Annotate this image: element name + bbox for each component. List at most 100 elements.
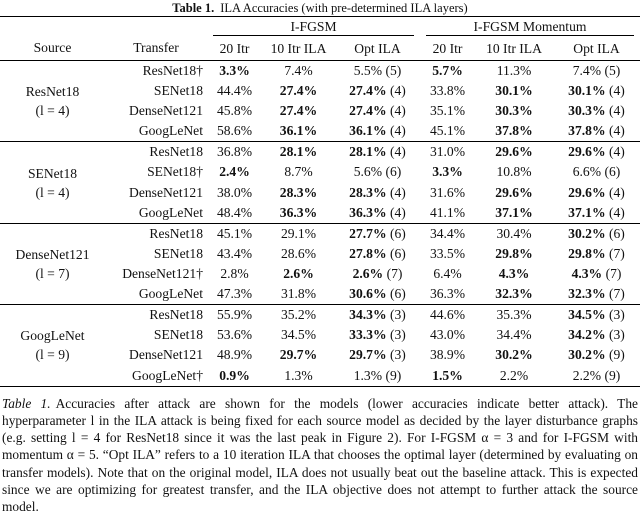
accuracy-value: 29.6%: [568, 184, 606, 200]
accuracy-cell: 30.2%: [475, 345, 553, 365]
accuracy-value: 2.6%: [283, 266, 314, 282]
source-name: DenseNet121: [15, 246, 90, 262]
accuracy-cell: 41.1%: [420, 203, 475, 223]
source-name: GoogLeNet: [20, 328, 85, 344]
header-group: I-FGSM: [207, 17, 420, 39]
accuracy-value: 28.1%: [349, 144, 387, 160]
accuracy-cell: 44.4%: [207, 81, 262, 101]
accuracy-cell: 43.0%: [420, 325, 475, 345]
accuracy-value: 35.3%: [496, 307, 532, 323]
transfer-cell: DenseNet121: [129, 347, 203, 363]
transfer-cell: DenseNet121: [129, 103, 203, 119]
opt-layer: (6): [389, 286, 406, 302]
accuracy-value: 30.1%: [568, 83, 606, 99]
column-header: 10 Itr ILA: [475, 38, 553, 61]
opt-layer: (6): [389, 225, 406, 241]
accuracy-cell: 28.1%: [262, 141, 335, 163]
accuracy-cell: 28.6%: [262, 244, 335, 264]
accuracy-cell: 5.5% (5): [335, 59, 420, 81]
source-layer: (l = 4): [35, 184, 70, 200]
accuracy-value: 30.2%: [495, 347, 533, 363]
opt-layer: (7): [386, 266, 403, 282]
accuracy-cell: 35.2%: [262, 304, 335, 325]
transfer-cell: ResNet18: [105, 141, 207, 163]
accuracy-value: 34.5%: [568, 307, 606, 323]
accuracy-cell: 43.4%: [207, 244, 262, 264]
accuracy-cell: 34.5%: [262, 325, 335, 345]
transfer-cell: GoogLeNet: [138, 286, 203, 302]
accuracy-cell: 36.3%: [262, 203, 335, 223]
opt-layer: (6): [389, 245, 406, 261]
accuracy-cell: 27.8% (6): [335, 244, 420, 264]
accuracy-value: 6.4%: [433, 266, 462, 282]
accuracy-cell: 6.4%: [420, 264, 475, 284]
accuracy-cell: 30.3% (4): [553, 101, 640, 121]
accuracy-cell: 30.6% (6): [335, 284, 420, 304]
table-row: SENet18† 2.4% 8.7% 5.6% (6) 3.3% 10.8% 6.6% (6…: [0, 162, 640, 182]
caption-text: Accuracies after attack are shown for th…: [2, 395, 638, 515]
opt-layer: (3): [608, 307, 625, 323]
opt-layer: (4): [389, 144, 406, 160]
accuracy-value: 45.1%: [216, 225, 253, 241]
accuracy-value: 32.3%: [568, 286, 606, 302]
accuracy-cell: 27.4% (4): [335, 101, 420, 121]
accuracy-value: 2.8%: [220, 266, 249, 282]
accuracy-value: 28.3%: [349, 184, 387, 200]
opt-layer: (4): [608, 204, 625, 220]
accuracy-cell: 6.6% (6): [553, 162, 640, 182]
accuracy-value: 35.1%: [429, 103, 466, 119]
opt-layer: (4): [389, 184, 406, 200]
accuracy-value: 27.4%: [349, 83, 387, 99]
source-cell: SENet18 (l = 4): [0, 141, 105, 224]
accuracy-value: 30.1%: [495, 83, 533, 99]
accuracy-value: 34.2%: [568, 327, 606, 343]
accuracy-value: 2.4%: [219, 164, 250, 180]
accuracy-value: 28.3%: [279, 184, 318, 200]
transfer-cell: SENet18†: [147, 164, 203, 180]
transfer-cell: SENet18: [153, 327, 203, 343]
accuracy-value: 28.1%: [279, 144, 318, 160]
accuracy-cell: 47.3%: [207, 284, 262, 304]
accuracy-cell: 33.3% (3): [335, 325, 420, 345]
source-name: ResNet18: [25, 84, 80, 100]
accuracy-value: 36.3%: [349, 204, 387, 220]
accuracy-cell: 4.3% (7): [553, 264, 640, 284]
accuracy-cell: 36.8%: [207, 141, 262, 163]
accuracy-value: 27.4%: [279, 83, 318, 99]
table-row: GoogLeNet 47.3% 31.8% 30.6% (6) 36.3% 32.3% 32…: [0, 284, 640, 304]
accuracy-value: 47.3%: [216, 286, 253, 302]
accuracy-cell: 58.6%: [207, 122, 262, 142]
accuracy-value: 30.3%: [495, 103, 533, 119]
source-cell: GoogLeNet (l = 9): [0, 304, 105, 386]
opt-layer: (5): [604, 62, 621, 78]
transfer-cell: SENet18: [153, 83, 203, 99]
table-row: DenseNet121 38.0% 28.3% 28.3% (4) 31.6% 29.6%…: [0, 183, 640, 203]
accuracy-cell: 1.3%: [262, 366, 335, 386]
accuracy-cell: 31.8%: [262, 284, 335, 304]
accuracy-cell: 37.8% (4): [553, 122, 640, 142]
accuracy-value: 36.1%: [349, 123, 387, 139]
accuracy-value: 5.5%: [353, 62, 383, 78]
accuracy-cell: 34.4%: [420, 222, 475, 244]
header-source: Source: [0, 16, 105, 61]
accuracy-cell: 30.2% (9): [553, 345, 640, 365]
accuracy-cell: 5.7%: [420, 59, 475, 81]
accuracy-value: 45.8%: [216, 103, 253, 119]
accuracy-value: 55.9%: [216, 307, 253, 323]
accuracy-value: 29.6%: [495, 184, 533, 200]
opt-layer: (9): [604, 367, 621, 383]
accuracy-value: 43.4%: [216, 245, 253, 261]
accuracy-value: 31.8%: [280, 286, 317, 302]
accuracy-value: 58.6%: [216, 123, 253, 139]
opt-layer: (4): [608, 184, 625, 200]
opt-layer: (4): [608, 83, 625, 99]
column-header: 20 Itr: [207, 38, 262, 61]
accuracy-value: 27.4%: [279, 103, 318, 119]
accuracy-value: 30.3%: [568, 103, 606, 119]
transfer-cell: GoogLeNet: [138, 204, 203, 220]
table-row: DenseNet121† 2.8% 2.6% 2.6% (7) 6.4% 4.3% 4.3%…: [0, 264, 640, 284]
accuracy-value: 5.7%: [432, 62, 463, 78]
table-row: DenseNet121 45.8% 27.4% 27.4% (4) 35.1% 30.3%…: [0, 101, 640, 121]
accuracy-cell: 27.7% (6): [335, 222, 420, 244]
transfer-cell: DenseNet121: [129, 184, 203, 200]
